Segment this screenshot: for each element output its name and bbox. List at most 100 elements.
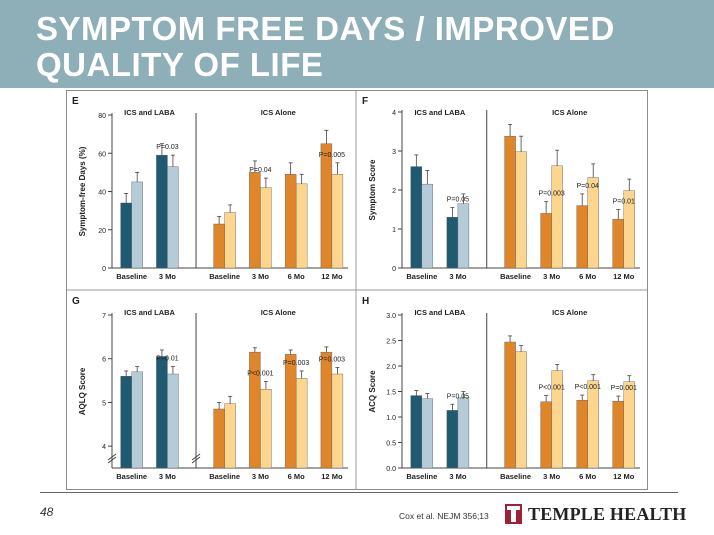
panel-e-bar [295,183,308,269]
panel-f-bar [410,166,423,269]
panel-e-bar [120,202,132,269]
temple-health-logo: TEMPLE HEALTH [505,504,686,526]
panel-e-group-label: ICS and LABA [124,108,175,117]
panel-e-letter: E [72,96,79,107]
panel-h-y-tick-label: 0.0 [386,466,396,473]
page-number: 48 [40,505,54,519]
panel-h-category-label: 6 Mo [579,472,597,481]
panel-e-y-tick-label: 40 [98,190,106,197]
panel-f-category-label: 3 Mo [543,272,561,281]
panel-h-y-tick-label: 0.5 [386,441,396,448]
panel-h-y-tick-label: 3.0 [386,313,396,320]
panel-h-y-tick-label: 1.0 [386,415,396,422]
slide-title-line-1: SYMPTOM FREE DAYS / IMPROVED [36,10,615,47]
panel-e-bar [213,223,225,269]
panel-h-bar [576,399,588,469]
panel-g-bar [156,356,168,469]
panel-h-bar [515,351,527,469]
panel-h-bar [421,398,434,469]
panel-e-p-value-label: P=0.005 [319,152,345,159]
panel-g-y-axis-label: AQLQ Score [78,367,87,415]
panel-g-p-value-label: P=0.01 [156,356,178,363]
panel-g-group-label: ICS Alone [261,308,296,317]
panel-h-bar [623,381,635,469]
panel-h-y-tick-label: 2.0 [386,364,396,371]
panel-e-category-label: 12 Mo [321,272,343,281]
panel-h-category-label: 12 Mo [613,472,635,481]
panel-f-bar [504,135,516,269]
panel-e-p-value-label: P=0.03 [156,144,178,151]
panel-h-letter: H [362,296,369,307]
panel-f-y-tick-label: 1 [392,227,396,234]
panel-e-y-axis-label: Symptom-free Days (%) [78,146,87,236]
panel-h-bar [504,341,516,469]
panel-g-category-label: 3 Mo [252,472,270,481]
panel-f-bar [551,165,563,269]
panel-f-bar [421,183,434,269]
panel-g-letter: G [72,296,80,307]
panel-g-bar [320,351,333,469]
panel-f-y-axis-label: Symptom Score [368,159,377,220]
panel-e-bar [249,172,261,269]
panel-f-bar [612,219,624,269]
panel-e-bar [156,154,168,269]
panel-g-y-tick-label: 6 [102,357,106,364]
panel-f-category-label: Baseline [500,272,531,281]
panel-f-y-tick-label: 4 [392,110,396,117]
panel-f-p-value-label: P=0.003 [539,191,565,198]
panel-h-bar [457,397,470,469]
panel-f-bar [446,217,459,269]
panel-g-y-tick-label: 4 [102,444,106,451]
panel-g-axis-break-mark [107,456,117,464]
panel-e-bar [284,174,297,269]
panel-g-category-label: 12 Mo [321,472,343,481]
panel-g-group-label: ICS and LABA [124,308,175,317]
panel-g-category-label: Baseline [116,472,147,481]
panel-e-category-label: 3 Mo [159,272,177,281]
panel-e-bar [331,174,344,269]
panel-e-y-tick-label: 80 [98,113,106,120]
panel-g-bar [131,371,143,469]
panel-e-y-tick-label: 0 [102,266,106,273]
panel-f-p-value-label: P=0.01 [613,199,635,206]
panel-h-p-value-label: P=0.05 [447,393,469,400]
panel-e-y-tick-label: 20 [98,228,106,235]
panel-e-p-value-label: P=0.04 [249,167,271,174]
panel-g-axis-break-mark [191,456,201,464]
panel-h-bar [446,410,459,469]
panel-e-category-label: Baseline [209,272,240,281]
temple-t-icon [505,504,522,524]
panel-e-group-label: ICS Alone [261,108,296,117]
panel-h-bar [540,401,552,469]
panel-e-bar [167,166,179,269]
panel-f-bar [587,177,599,269]
panel-h-p-value-label: P=0.001 [611,385,637,392]
panel-g-bar [284,354,297,469]
panel-e-y-tick-label: 60 [98,151,106,158]
panel-g-bar [167,373,179,469]
panel-f-bar [576,205,588,269]
slide-title-line-2: QUALITY OF LIFE [36,46,324,83]
panel-f-category-label: 6 Mo [579,272,597,281]
panel-h-category-label: Baseline [500,472,531,481]
panel-g-bar [295,378,308,469]
title-banner: SYMPTOM FREE DAYS / IMPROVED QUALITY OF … [0,0,714,88]
panel-g-category-label: 3 Mo [159,472,177,481]
panel-h-bar [587,380,599,469]
panel-f-y-tick-label: 2 [392,188,396,195]
panel-e-bar [320,143,333,269]
citation: Cox et al. NEJM 356;13 [399,511,489,521]
panel-g-y-tick-label: 7 [102,313,106,320]
panel-f-bar [540,213,552,269]
panel-f-category-label: Baseline [406,272,437,281]
panel-f-bar [457,203,470,269]
panel-h-category-label: 3 Mo [449,472,467,481]
panel-f-category-label: 3 Mo [449,272,467,281]
panel-g-category-label: Baseline [209,472,240,481]
panel-g-p-value-label: P<0.001 [247,370,273,377]
panel-f-bar [515,151,527,269]
panel-g-axis-break-mark [107,453,117,461]
panel-g-bar [213,408,225,469]
panel-f-group-label: ICS and LABA [414,108,465,117]
